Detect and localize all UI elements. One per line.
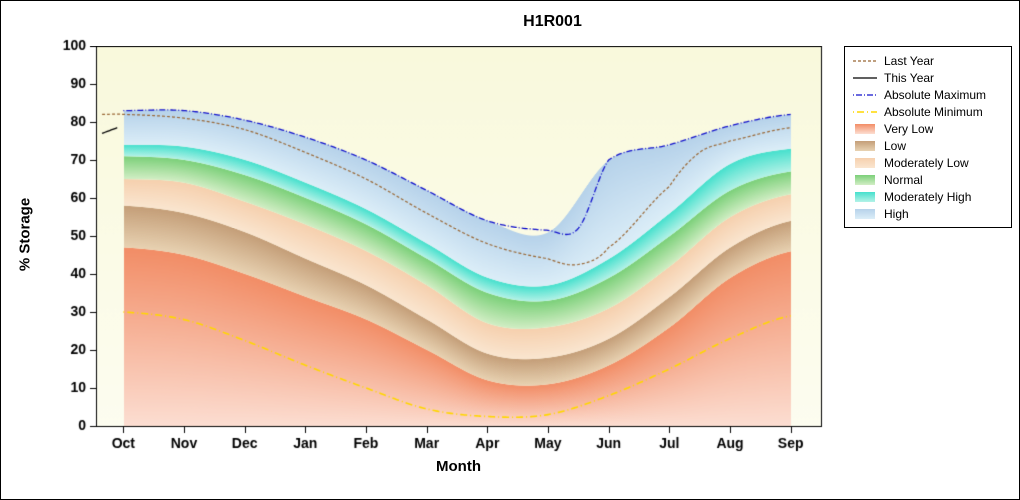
y-axis-label: % Storage — [16, 197, 34, 272]
legend-item-label: Last Year — [884, 53, 935, 68]
legend-item-very-low: Very Low — [852, 120, 1004, 137]
legend-item-this-year: This Year — [852, 69, 1004, 86]
legend-item-high: High — [852, 205, 1004, 222]
legend-color-swatch-normal — [855, 174, 875, 185]
legend-box: Last Year This Year Absolute Maximum Absolu… — [844, 46, 1012, 228]
chart-title: H1R001 — [523, 13, 582, 30]
legend-color-swatch-moderately-low — [855, 157, 875, 168]
legend-item-label: Moderately Low — [884, 155, 969, 170]
legend-item-label: Very Low — [884, 121, 934, 136]
legend-item-label: Absolute Minimum — [884, 104, 983, 119]
legend-color-swatch-moderately-high — [855, 191, 875, 202]
legend-item-normal: Normal — [852, 171, 1004, 188]
legend-item-label: Normal — [884, 172, 923, 187]
legend-line-sample-this-year — [853, 76, 877, 79]
legend-line-sample-absolute-minimum — [853, 110, 877, 113]
legend-item-label: This Year — [884, 70, 935, 85]
legend-item-absolute-maximum: Absolute Maximum — [852, 86, 1004, 103]
legend-item-label: High — [884, 206, 909, 221]
x-axis-label: Month — [436, 458, 481, 475]
legend-item-last-year: Last Year — [852, 52, 1004, 69]
legend-item-absolute-minimum: Absolute Minimum — [852, 103, 1004, 120]
legend-color-swatch-high — [855, 208, 875, 219]
legend-item-low: Low — [852, 137, 1004, 154]
legend-item-moderately-low: Moderately Low — [852, 154, 1004, 171]
legend-item-moderately-high: Moderately High — [852, 188, 1004, 205]
legend-item-label: Moderately High — [884, 189, 972, 204]
legend-item-label: Absolute Maximum — [884, 87, 987, 102]
legend-color-swatch-low — [855, 140, 875, 151]
legend-color-swatch-very-low — [855, 123, 875, 134]
legend-item-label: Low — [884, 138, 907, 153]
legend-line-sample-absolute-maximum — [853, 93, 877, 96]
legend-line-sample-last-year — [853, 59, 877, 62]
